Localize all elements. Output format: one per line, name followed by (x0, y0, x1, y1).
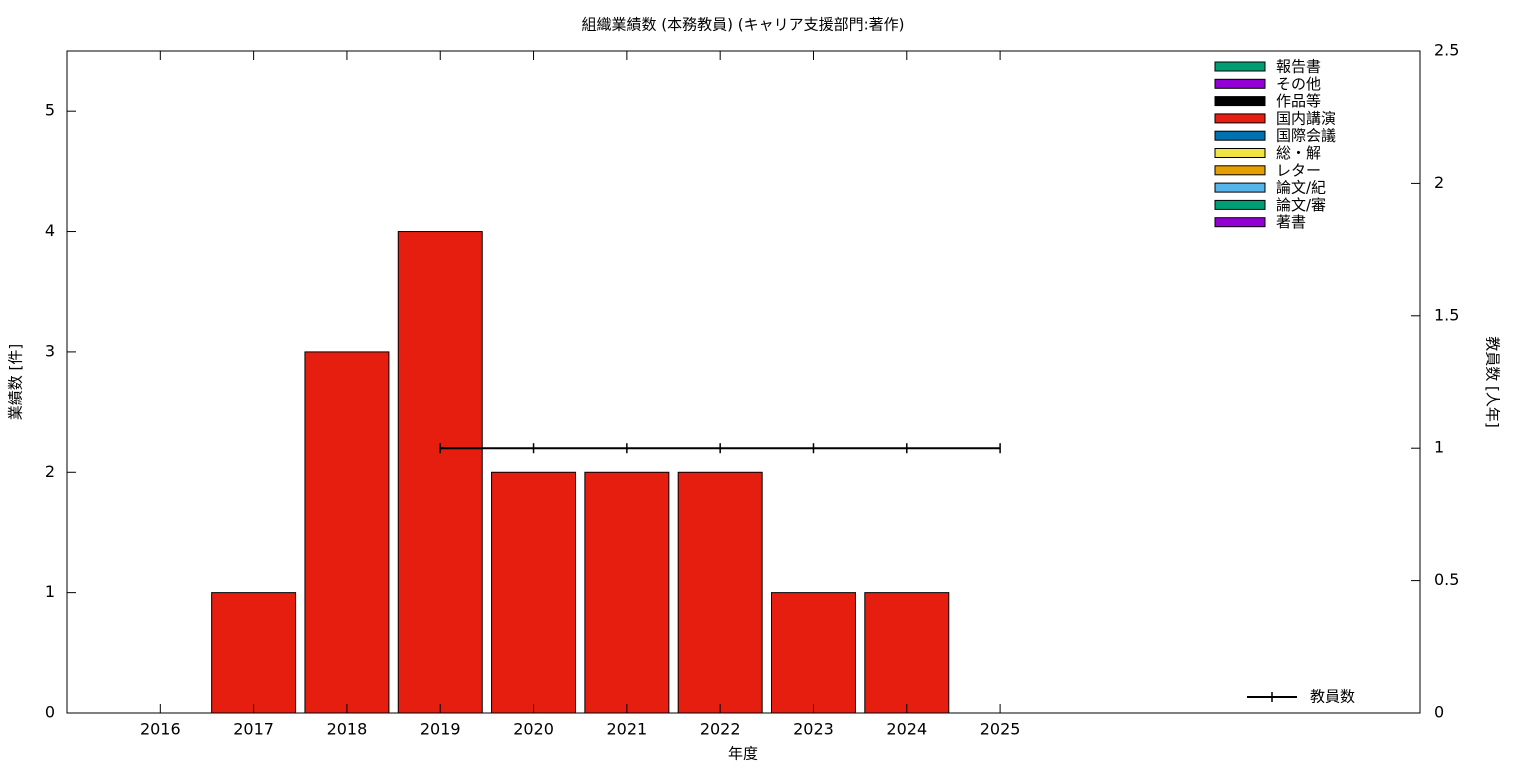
legend-label: 国際会議 (1276, 127, 1336, 145)
legend-label: 教員数 (1310, 688, 1355, 706)
legend-swatch (1214, 113, 1266, 124)
legend-swatch (1214, 96, 1266, 107)
legend-label: 報告書 (1276, 58, 1321, 76)
legend-label: その他 (1276, 75, 1321, 93)
x-tick-label: 2025 (980, 720, 1021, 739)
y-tick-label: 2 (45, 462, 55, 481)
y-tick-label: 4 (45, 221, 55, 240)
y2-tick-label: 0 (1434, 703, 1444, 722)
y-tick-label: 0 (45, 703, 55, 722)
y-axis-label: 業績数 [件] (7, 344, 25, 420)
plot-frame (66, 50, 1421, 714)
x-tick-label: 2016 (140, 720, 181, 739)
x-tick-label: 2017 (233, 720, 274, 739)
chart-title: 組織業績数 (本務教員) (キャリア支援部門:著作) (581, 16, 904, 34)
x-tick-label: 2020 (513, 720, 554, 739)
y2-tick-label: 1 (1434, 438, 1444, 457)
x-tick-label: 2021 (607, 720, 648, 739)
legend-label: 論文/紀 (1276, 179, 1326, 197)
bar (864, 592, 950, 714)
bar (584, 471, 670, 714)
legend-label: 国内講演 (1276, 109, 1336, 127)
bar (491, 471, 577, 714)
legend-swatch (1214, 61, 1266, 72)
bar (770, 592, 856, 714)
x-tick-label: 2022 (700, 720, 741, 739)
y2-tick-label: 2 (1434, 173, 1444, 192)
legend-swatch (1214, 217, 1266, 228)
y2-tick-label: 2.5 (1434, 41, 1459, 60)
legend-label: 作品等 (1276, 92, 1321, 110)
y2-tick-label: 1.5 (1434, 305, 1459, 324)
y-tick-label: 5 (45, 101, 55, 120)
x-tick-label: 2024 (886, 720, 927, 739)
legend-swatch (1214, 165, 1266, 176)
x-tick-label: 2023 (793, 720, 834, 739)
y2-tick-label: 0.5 (1434, 570, 1459, 589)
legend-label: 著書 (1276, 213, 1306, 231)
legend-label: 総・解 (1276, 144, 1321, 162)
y-tick-label: 1 (45, 582, 55, 601)
legend-label: 論文/審 (1276, 196, 1326, 214)
x-tick-label: 2018 (327, 720, 368, 739)
legend-swatch (1214, 199, 1266, 210)
bar (304, 351, 390, 714)
legend-swatch (1214, 78, 1266, 89)
legend-swatch (1214, 130, 1266, 141)
y2-axis-label: 教員数 [人年] (1484, 336, 1502, 427)
legend-swatch (1214, 182, 1266, 193)
x-tick-label: 2019 (420, 720, 461, 739)
bar (677, 471, 763, 714)
legend-swatch (1214, 148, 1266, 158)
legend-label: レター (1276, 161, 1321, 179)
bar (211, 592, 297, 714)
bar (397, 231, 483, 714)
x-axis-label: 年度 (728, 745, 758, 763)
y-tick-label: 3 (45, 341, 55, 360)
